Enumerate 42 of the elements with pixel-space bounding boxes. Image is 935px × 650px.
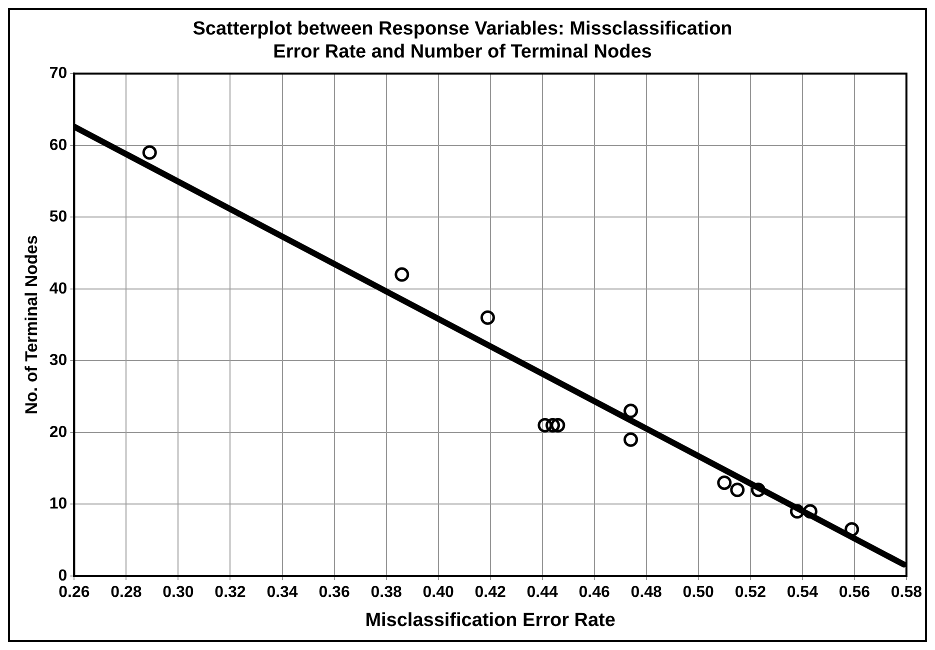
x-tick-label: 0.48 (630, 584, 662, 602)
y-tick-label: 60 (49, 136, 68, 154)
x-tick-label: 0.50 (682, 584, 714, 602)
x-axis-title: Misclassification Error Rate (365, 610, 616, 631)
y-tick-label: 50 (49, 208, 68, 226)
x-tick-label: 0.54 (786, 584, 818, 602)
point (142, 145, 157, 160)
point (624, 432, 638, 447)
x-tick-label: 0.36 (318, 584, 350, 602)
y-tick-label: 0 (58, 567, 68, 584)
x-tick-label: 0.38 (370, 584, 402, 602)
x-tick-label: 0.40 (422, 584, 454, 602)
x-tick-label: 0.46 (578, 584, 610, 602)
point (394, 267, 410, 282)
point (624, 404, 638, 418)
x-tick-label: 0.32 (214, 584, 246, 602)
point (844, 522, 860, 537)
x-tick-label: 0.28 (110, 584, 142, 602)
x-tick-label: 0.52 (734, 584, 766, 602)
point (480, 310, 495, 325)
point (545, 418, 560, 433)
y-axis-title: No. of Terminal Nodes (22, 235, 41, 414)
x-tick-label: 0.42 (474, 584, 506, 602)
point (717, 475, 732, 490)
y-tick-label: 20 (49, 424, 68, 441)
x-tick-label: 0.30 (162, 584, 194, 602)
point (790, 504, 804, 519)
y-tick-label: 30 (49, 352, 68, 370)
y-tick-label: 70 (49, 65, 68, 82)
x-tick-label: 0.44 (526, 584, 558, 602)
chart-title: Scatterplot between Response Variables: Missclassification Error Rate and Number of Terminal Nodes (192, 18, 732, 62)
y-tick-label: 40 (49, 280, 68, 298)
point (750, 482, 766, 498)
y-tick-label: 10 (49, 496, 68, 513)
x-tick-label: 0.26 (58, 584, 90, 602)
point (802, 504, 818, 519)
point (538, 418, 552, 433)
x-tick-label: 0.34 (266, 584, 298, 602)
point (730, 482, 745, 498)
point (550, 418, 566, 433)
x-tick-label: 0.58 (890, 584, 922, 602)
x-tick-label: 0.56 (838, 584, 870, 602)
